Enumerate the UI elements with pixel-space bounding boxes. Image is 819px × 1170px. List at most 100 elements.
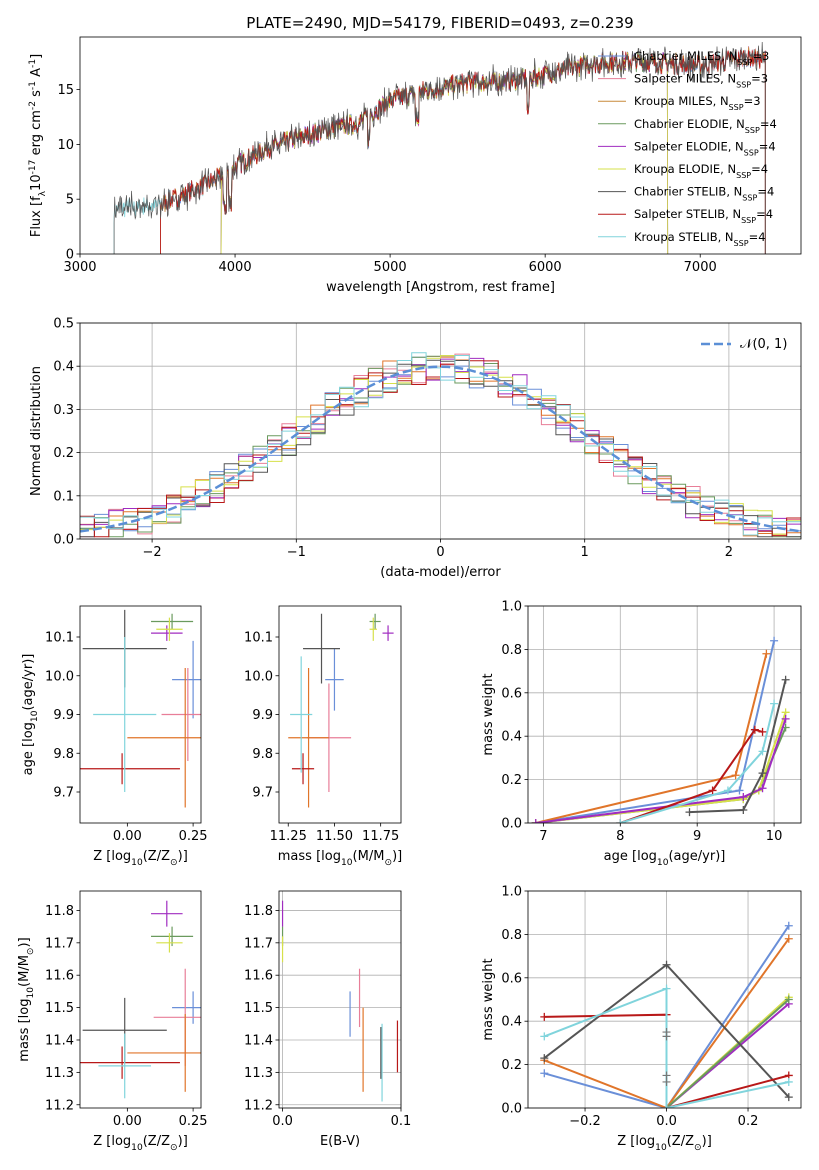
weight-line — [620, 703, 776, 823]
weight-marker — [770, 636, 779, 645]
mass_weight_vs_Z-plot-area — [540, 921, 793, 1108]
errorbar-point — [151, 900, 183, 927]
x-tick-label: 10 — [766, 829, 783, 844]
errorbar-point — [291, 753, 315, 785]
y-tick-label: 11.6 — [244, 969, 273, 984]
y-axis-label: Normed distribution — [29, 366, 44, 496]
y-tick-label: 0.8 — [501, 643, 522, 658]
weight-marker — [784, 1093, 793, 1102]
x-tick-label: −2 — [143, 545, 162, 560]
x-axis-label: Z [log10(Z/Z⊙)] — [617, 1134, 712, 1153]
weight-marker — [731, 771, 740, 780]
axes-frame — [278, 890, 402, 1109]
weight-marker — [784, 934, 793, 943]
weight-line — [544, 925, 790, 1108]
weight-marker — [739, 792, 748, 801]
weight-line — [543, 987, 790, 1108]
age_vs_mass-plot-area — [288, 613, 394, 808]
errorbar-point — [369, 613, 381, 630]
errorbar-point — [80, 753, 180, 785]
weight-line — [535, 718, 787, 823]
x-tick-label: 3000 — [63, 260, 96, 275]
errorbar-point — [151, 625, 183, 641]
x-axis-label: E(B-V) — [320, 1134, 360, 1149]
y-axis-label: age [log10(age/yr)] — [21, 654, 40, 776]
y-tick-label: 11.2 — [244, 1098, 273, 1113]
errorbar-point — [127, 668, 201, 808]
y-tick-label: 11.7 — [45, 936, 74, 951]
x-tick-label: 0.00 — [113, 829, 142, 844]
y-tick-label: 5 — [66, 193, 74, 208]
histogram-step — [80, 352, 801, 536]
y-tick-label: 15 — [57, 83, 74, 98]
y-tick-label: 11.8 — [244, 904, 273, 919]
errorbar-point — [93, 637, 157, 792]
errorbar-point — [172, 991, 201, 1024]
x-tick-label: 0.0 — [656, 1114, 677, 1129]
y-tick-label: 11.3 — [45, 1066, 74, 1081]
errorbar-point — [127, 1014, 201, 1092]
y-tick-label: 0.6 — [501, 686, 522, 701]
x-tick-label: 6000 — [529, 260, 562, 275]
residuals-axes: −2 −1 0 1 2 0.0 0.1 0.2 0.3 0.4 0.5 (data-model)/er… — [29, 317, 802, 580]
x-tick-label: 0 — [436, 545, 444, 560]
axes-frame — [79, 890, 202, 1109]
errorbar-point — [369, 617, 377, 641]
y-tick-label: 10.0 — [45, 669, 74, 684]
y-tick-label: 10.1 — [45, 631, 74, 646]
errorbar-point — [161, 668, 201, 761]
x-tick-label: 0.25 — [179, 829, 208, 844]
y-tick-label: 9.9 — [53, 708, 74, 723]
mass_vs_EBV-plot-area — [281, 900, 399, 1102]
y-tick-label: 11.5 — [244, 1001, 273, 1016]
spectrum-line — [220, 51, 669, 254]
weight-marker — [781, 675, 790, 684]
weight-marker — [662, 1077, 671, 1086]
y-tick-label: 1.0 — [501, 600, 522, 615]
y-tick-label: 0.8 — [501, 928, 522, 943]
spectrum-plot-area — [113, 41, 766, 254]
x-tick-label: 11.50 — [316, 829, 353, 844]
y-tick-label: 0.2 — [53, 446, 74, 461]
x-tick-label: 7 — [539, 829, 547, 844]
weight-marker — [750, 725, 759, 734]
weight-marker — [540, 1012, 549, 1021]
x-axis-label: Z [log10(Z/Z⊙)] — [93, 1134, 188, 1153]
errorbar-point — [288, 668, 329, 808]
x-axis-label: Z [log10(Z/Z⊙)] — [93, 849, 188, 868]
axes-frame — [527, 605, 802, 824]
weight-marker — [784, 1077, 793, 1086]
weight-line — [619, 728, 763, 823]
errorbar-point — [156, 617, 183, 641]
axes-frame — [527, 890, 802, 1109]
y-tick-label: 11.6 — [45, 969, 74, 984]
y-tick-label: 0.0 — [501, 1102, 522, 1117]
y-tick-label: 9.7 — [252, 786, 273, 801]
mass_weight_vs_age-axes: 7 8 9 10 0.0 0.2 0.4 0.6 0.8 1.0 age [log10(age/yr… — [481, 600, 802, 868]
weight-marker — [662, 1104, 671, 1108]
weight-marker — [723, 786, 732, 795]
y-tick-label: 1.0 — [501, 885, 522, 900]
errorbar-point — [156, 933, 183, 953]
spectrum-line — [113, 41, 766, 254]
y-axis-label: mass weight — [481, 958, 496, 1040]
x-axis-label: wavelength [Angstrom, rest frame] — [326, 280, 555, 295]
y-tick-label: 0.1 — [53, 489, 74, 504]
weight-marker — [781, 714, 790, 723]
weight-marker — [758, 727, 767, 736]
y-tick-label: 0.5 — [53, 317, 74, 332]
mass_vs_EBV-axes: 0.0 0.1 11.2 11.3 11.4 11.5 11.6 11.7 11.8 E(B-V) — [244, 890, 411, 1149]
weight-marker — [531, 819, 540, 823]
x-tick-label: 0.25 — [179, 1114, 208, 1129]
x-tick-label: 2 — [725, 545, 733, 560]
errorbar-point — [325, 648, 344, 711]
legend-label: Chabrier STELIB, NSSP=4 — [634, 185, 774, 203]
weight-marker — [770, 699, 779, 708]
x-tick-label: 8 — [616, 829, 624, 844]
weight-line — [665, 998, 790, 1108]
errorbar-point — [172, 640, 201, 719]
y-tick-label: 0.0 — [501, 817, 522, 832]
y-axis-label: mass [log10(M/M⊙)] — [17, 937, 36, 1061]
figure-title: PLATE=2490, MJD=54179, FIBERID=0493, z=0… — [246, 14, 633, 32]
weight-line — [535, 640, 776, 823]
